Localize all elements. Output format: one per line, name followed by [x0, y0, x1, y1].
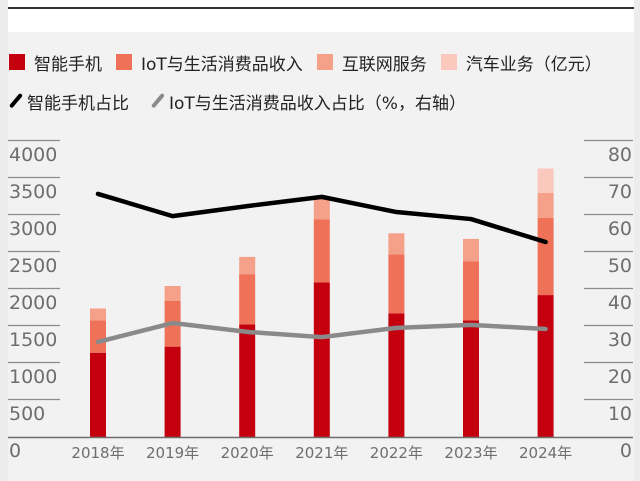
bar-segment	[313, 282, 330, 437]
left-axis: 4000 3500 3000 2500 2000 1500 1000 500 0	[8, 139, 60, 462]
bar-segment	[90, 352, 106, 437]
legend-label-phone: 智能手机	[34, 54, 102, 75]
bar-segment	[313, 219, 330, 283]
bar-segment	[313, 198, 330, 220]
legend-label-iot-share: IoT与生活消费品收入占比（%，右轴）	[169, 93, 466, 114]
header-rule	[8, 7, 634, 9]
series-line	[95, 320, 548, 345]
right-axis: 80 70 60 50 40 30 20 10 0	[584, 139, 633, 462]
bar-segment	[537, 295, 554, 437]
legend-label-phone-share: 智能手机占比	[27, 93, 129, 114]
header-band	[8, 0, 634, 32]
right-tick-label: 70	[608, 181, 632, 203]
bar-segment	[537, 218, 554, 296]
bar-segment	[463, 320, 479, 437]
right-tick-label: 40	[608, 292, 632, 314]
right-tick-label: 20	[608, 366, 632, 388]
bar-segment	[164, 286, 181, 301]
legend-item-internet: 互联网服务	[316, 50, 427, 75]
left-tick-label: 2500	[9, 255, 57, 277]
legend-item-iot-share: IoT与生活消费品收入占比（%，右轴）	[151, 89, 466, 114]
right-tick-label: 60	[608, 218, 632, 240]
right-tick-label: 30	[608, 329, 632, 351]
bar-segment	[537, 192, 554, 219]
legend-lines: 智能手机占比 IoT与生活消费品收入占比（%，右轴）	[9, 89, 480, 114]
right-tick-label: 80	[608, 144, 632, 166]
right-tick-label: 50	[608, 255, 632, 277]
bar-segment	[463, 238, 479, 262]
bar-segment	[239, 274, 256, 325]
right-tick-label: 10	[608, 403, 632, 425]
bar-segment	[537, 168, 554, 193]
legend-swatch-phone	[9, 54, 25, 70]
x-axis-labels: 2018年 2019年 2020年 2021年 2022年 2023年 2024年	[71, 444, 572, 462]
bars	[90, 168, 554, 437]
left-tick-label: 2000	[9, 292, 57, 314]
bar-segment	[239, 324, 256, 437]
legend-label-auto: 汽车业务（亿元）	[465, 54, 602, 75]
series-line	[95, 191, 548, 245]
left-tick-label: 1000	[9, 366, 57, 388]
legend-swatch-iot	[116, 54, 132, 70]
left-tick-label: 0	[9, 440, 21, 462]
legend-label-iot: IoT与生活消费品收入	[141, 54, 303, 75]
legend-label-internet: 互联网服务	[341, 54, 427, 75]
left-tick-label: 3500	[9, 181, 57, 203]
bar-segment	[239, 256, 256, 275]
x-tick-label: 2020年	[221, 444, 274, 462]
x-tick-label: 2018年	[71, 444, 124, 462]
right-tick-label: 0	[620, 440, 632, 462]
x-tick-label: 2023年	[444, 444, 497, 462]
bar-segment	[388, 313, 405, 437]
x-tick-label: 2019年	[146, 444, 199, 462]
legend-item-auto: 汽车业务（亿元）	[440, 50, 602, 75]
bar-segment	[164, 346, 181, 437]
lines	[95, 191, 548, 345]
bar-segment	[90, 308, 106, 321]
x-tick-label: 2024年	[519, 444, 572, 462]
left-tick-label: 1500	[9, 329, 57, 351]
left-tick-label: 500	[9, 403, 45, 425]
left-tick-label: 4000	[9, 144, 57, 166]
legend-bars: 智能手机 IoT与生活消费品收入 互联网服务 汽车业务（亿元）	[9, 50, 616, 75]
x-tick-label: 2021年	[295, 444, 348, 462]
left-tick-label: 3000	[9, 218, 57, 240]
bar-segment	[388, 233, 405, 255]
legend-item-phone-share: 智能手机占比	[9, 89, 129, 114]
legend-item-iot: IoT与生活消费品收入	[116, 50, 303, 75]
x-tick-label: 2022年	[370, 444, 423, 462]
legend-swatch-internet	[316, 54, 333, 70]
legend-swatch-auto	[440, 54, 457, 70]
bar-segment	[463, 261, 479, 321]
legend-item-phone: 智能手机	[9, 50, 102, 75]
bar-segment	[388, 254, 405, 314]
bar-segment	[90, 320, 106, 353]
